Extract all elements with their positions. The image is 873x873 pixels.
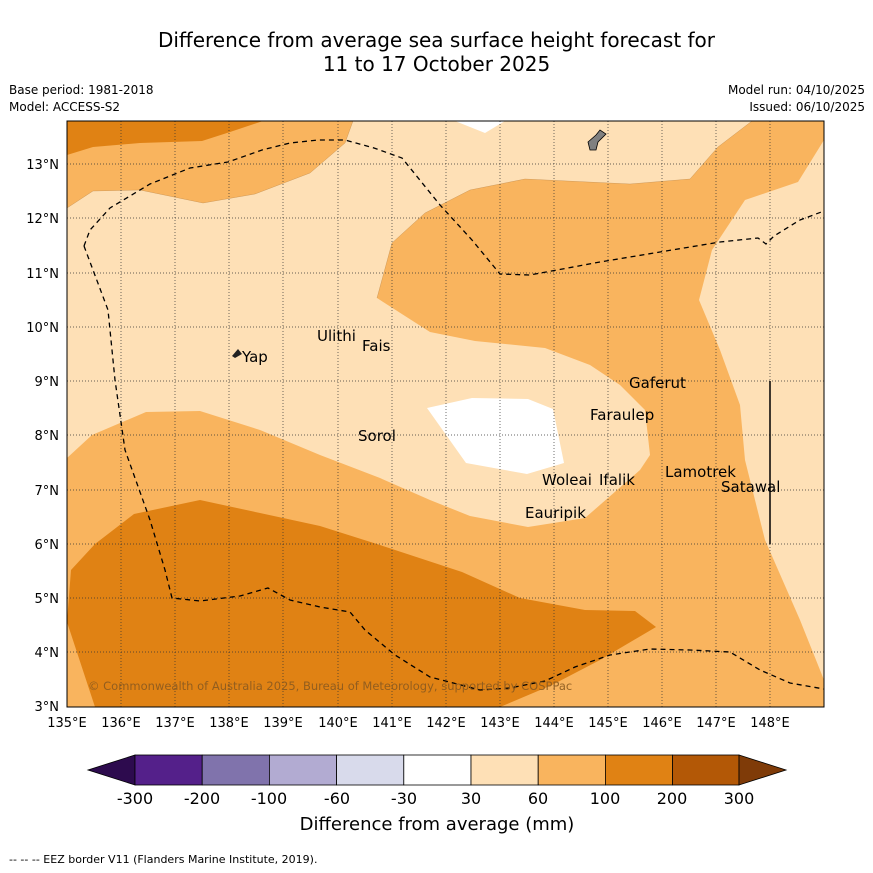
lat-tick: 11°N bbox=[26, 267, 59, 282]
eez-border bbox=[83, 139, 824, 276]
colorbar-segment bbox=[537, 754, 606, 786]
lat-tick: 7°N bbox=[35, 484, 60, 499]
eez-border-west bbox=[83, 245, 824, 691]
base-period: Base period: 1981-2018 bbox=[9, 83, 154, 97]
band-100-200-north bbox=[67, 121, 263, 155]
colorbar bbox=[86, 754, 788, 786]
colorbar-segment bbox=[134, 754, 203, 786]
colorbar-segment bbox=[201, 754, 270, 786]
place-label-ifalik: Ifalik bbox=[599, 471, 635, 489]
place-label-gaferut: Gaferut bbox=[629, 374, 686, 392]
contour-lines bbox=[67, 121, 753, 299]
meta-right: Model run: 04/10/2025 Issued: 06/10/2025 bbox=[728, 82, 865, 116]
issued-date: Issued: 06/10/2025 bbox=[749, 100, 865, 114]
colorbar-segment bbox=[268, 754, 337, 786]
place-label-lamotrek: Lamotrek bbox=[665, 463, 736, 481]
place-label-woleai: Woleai bbox=[542, 471, 592, 489]
map-area: Yap Ulithi Fais Sorol Gaferut Faraulep W… bbox=[67, 121, 824, 707]
colorbar-tick: -300 bbox=[117, 789, 153, 808]
colorbar-tick: 60 bbox=[528, 789, 548, 808]
colorbar-tick: 30 bbox=[461, 789, 481, 808]
eez-legend-note: -- -- -- EEZ border V11 (Flanders Marine… bbox=[9, 853, 318, 866]
colorbar-tick: -200 bbox=[184, 789, 220, 808]
lon-tick: 136°E bbox=[101, 716, 141, 731]
lat-tick: 10°N bbox=[26, 321, 59, 336]
lat-tick: 4°N bbox=[35, 646, 60, 661]
lat-tick: 13°N bbox=[26, 158, 59, 173]
graticule bbox=[67, 121, 824, 707]
colorbar-segment bbox=[470, 754, 539, 786]
yap-island bbox=[232, 349, 242, 358]
lon-tick: 141°E bbox=[372, 716, 412, 731]
colorbar-tick: -100 bbox=[251, 789, 287, 808]
place-label-sorol: Sorol bbox=[358, 427, 396, 445]
title-line-2: 11 to 17 October 2025 bbox=[322, 52, 551, 76]
colorbar-segment bbox=[403, 754, 472, 786]
copyright-notice: © Commonwealth of Australia 2025, Bureau… bbox=[88, 679, 572, 693]
colorbar-tick: 200 bbox=[657, 789, 688, 808]
lon-tick: 148°E bbox=[750, 716, 790, 731]
lon-tick: 135°E bbox=[47, 716, 87, 731]
colorbar-extend-low bbox=[86, 754, 136, 786]
colorbar-tick: 100 bbox=[590, 789, 621, 808]
colorbar-segment bbox=[605, 754, 674, 786]
place-label-fais: Fais bbox=[362, 337, 391, 355]
band-100-200-south bbox=[67, 500, 656, 707]
colorbar-extend-high bbox=[738, 754, 788, 786]
colorbar-segment bbox=[336, 754, 405, 786]
band-neutral-central bbox=[427, 398, 564, 474]
lat-tick: 5°N bbox=[35, 592, 60, 607]
lon-tick: 146°E bbox=[642, 716, 682, 731]
map-title: Difference from average sea surface heig… bbox=[0, 28, 873, 76]
model-run: Model run: 04/10/2025 bbox=[727, 83, 865, 97]
place-label-faraulep: Faraulep bbox=[590, 406, 654, 424]
band-neutral-top bbox=[455, 121, 505, 133]
colorbar-label: Difference from average (mm) bbox=[300, 814, 575, 835]
lon-tick: 140°E bbox=[318, 716, 358, 731]
lon-tick: 139°E bbox=[263, 716, 303, 731]
lon-tick: 143°E bbox=[480, 716, 520, 731]
colorbar-tick: 300 bbox=[724, 789, 755, 808]
colorbar-tick: -30 bbox=[391, 789, 417, 808]
guam-island bbox=[587, 129, 607, 151]
lon-tick: 147°E bbox=[696, 716, 736, 731]
meta-left: Base period: 1981-2018 Model: ACCESS-S2 bbox=[9, 82, 154, 116]
lon-tick: 142°E bbox=[426, 716, 466, 731]
place-label-satawal: Satawal bbox=[721, 478, 780, 496]
place-label-eauripik: Eauripik bbox=[525, 504, 586, 522]
lat-tick: 9°N bbox=[35, 375, 60, 390]
model-name: Model: ACCESS-S2 bbox=[9, 100, 121, 114]
lat-tick: 8°N bbox=[35, 429, 60, 444]
colorbar-tick: -60 bbox=[324, 789, 350, 808]
lat-tick: 3°N bbox=[35, 700, 60, 715]
map-frame bbox=[66, 120, 825, 708]
lon-tick: 144°E bbox=[534, 716, 574, 731]
colorbar-segment bbox=[672, 754, 740, 786]
title-line-1: Difference from average sea surface heig… bbox=[157, 28, 716, 52]
lat-tick: 6°N bbox=[35, 538, 60, 553]
lon-tick: 137°E bbox=[155, 716, 195, 731]
lat-tick: 12°N bbox=[26, 212, 59, 227]
place-label-yap: Yap bbox=[241, 348, 268, 366]
place-label-ulithi: Ulithi bbox=[317, 327, 356, 345]
lon-tick: 138°E bbox=[209, 716, 249, 731]
lon-tick: 145°E bbox=[588, 716, 628, 731]
